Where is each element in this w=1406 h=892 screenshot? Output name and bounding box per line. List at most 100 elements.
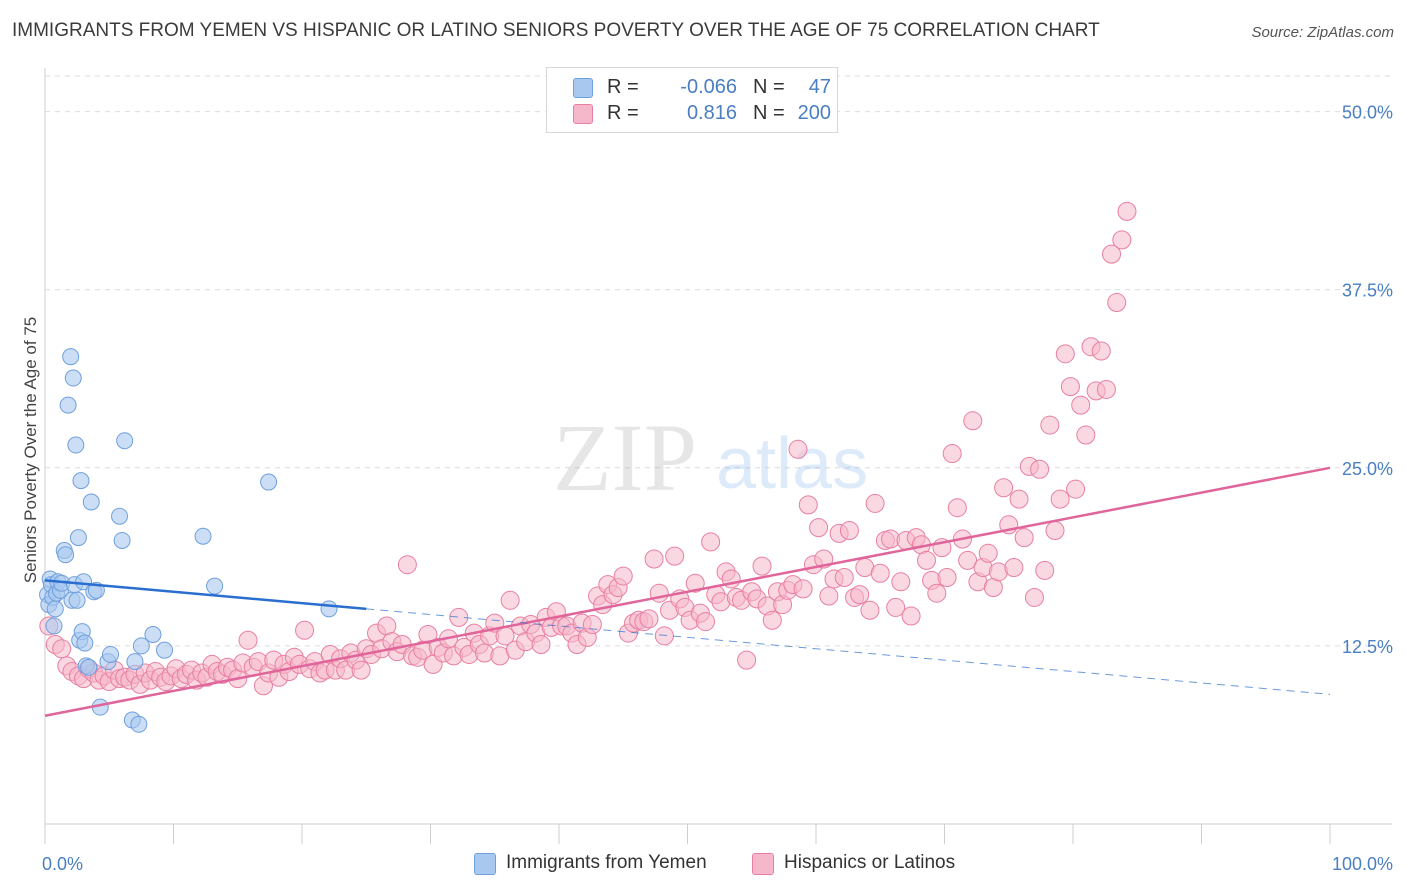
data-point-yemen bbox=[45, 617, 63, 635]
data-point-hispanic bbox=[1096, 379, 1116, 399]
data-point-yemen bbox=[194, 527, 212, 545]
data-point-hispanic bbox=[500, 590, 520, 610]
data-point-hispanic bbox=[238, 630, 258, 650]
data-point-hispanic bbox=[958, 550, 978, 570]
correlation-legend: R = -0.066 N = 47 R = 0.816 N = 200 bbox=[546, 67, 838, 133]
data-point-hispanic bbox=[1009, 489, 1029, 509]
data-point-hispanic bbox=[947, 498, 967, 518]
data-point-yemen bbox=[57, 546, 75, 564]
data-point-hispanic bbox=[865, 493, 885, 513]
y-tick-label: 50.0% bbox=[1342, 103, 1393, 123]
trend-line-yemen bbox=[44, 579, 367, 611]
x-tick-label: 0.0% bbox=[42, 854, 83, 874]
trend-line-yemen-extension bbox=[366, 608, 1331, 695]
data-point-hispanic bbox=[798, 495, 818, 515]
legend-n-label: N = bbox=[753, 76, 785, 98]
y-tick-label: 37.5% bbox=[1342, 281, 1393, 301]
data-point-hispanic bbox=[1004, 558, 1024, 578]
data-point-hispanic bbox=[860, 600, 880, 620]
data-point-hispanic bbox=[886, 597, 906, 617]
data-point-hispanic bbox=[809, 518, 829, 538]
data-point-hispanic bbox=[418, 625, 438, 645]
data-point-hispanic bbox=[963, 411, 983, 431]
data-point-hispanic bbox=[819, 586, 839, 606]
x-tick-label: 100.0% bbox=[1332, 854, 1393, 874]
data-point-hispanic bbox=[1102, 244, 1122, 264]
data-point-hispanic bbox=[901, 606, 921, 626]
legend-n-value: 200 bbox=[797, 102, 831, 124]
data-point-hispanic bbox=[1030, 459, 1050, 479]
data-point-hispanic bbox=[1050, 489, 1070, 509]
data-point-yemen bbox=[59, 396, 77, 414]
data-point-yemen bbox=[111, 507, 129, 525]
y-tick-label: 12.5% bbox=[1342, 637, 1393, 657]
data-point-hispanic bbox=[1024, 587, 1044, 607]
data-point-yemen bbox=[260, 473, 278, 491]
data-point-yemen bbox=[76, 634, 94, 652]
data-point-hispanic bbox=[701, 532, 721, 552]
legend-r-value: -0.066 bbox=[680, 76, 737, 98]
data-point-yemen bbox=[102, 645, 120, 663]
data-point-hispanic bbox=[978, 543, 998, 563]
trend-lines bbox=[44, 466, 1331, 717]
data-point-hispanic bbox=[917, 550, 937, 570]
data-point-hispanic bbox=[891, 572, 911, 592]
data-point-yemen bbox=[68, 591, 86, 609]
data-point-hispanic bbox=[737, 650, 757, 670]
data-point-yemen bbox=[82, 493, 100, 511]
data-point-hispanic bbox=[52, 639, 72, 659]
data-point-yemen bbox=[132, 637, 150, 655]
data-point-hispanic bbox=[685, 573, 705, 593]
data-point-hispanic bbox=[665, 546, 685, 566]
legend-n-label: N = bbox=[753, 102, 785, 124]
data-point-hispanic bbox=[1117, 201, 1137, 221]
legend-r-label: R = bbox=[607, 76, 639, 98]
data-point-hispanic bbox=[1060, 377, 1080, 397]
data-point-hispanic bbox=[788, 439, 808, 459]
data-point-hispanic bbox=[1014, 528, 1034, 548]
data-point-hispanic bbox=[942, 444, 962, 464]
data-point-hispanic bbox=[839, 520, 859, 540]
legend-r-label: R = bbox=[607, 102, 639, 124]
tick-labels: 12.5% 25.0% 37.5% 50.0% 0.0% 100.0% bbox=[42, 103, 1393, 874]
watermark: ZIP atlas bbox=[553, 404, 868, 511]
data-point-hispanic bbox=[937, 568, 957, 588]
data-point-hispanic bbox=[295, 620, 315, 640]
data-point-yemen bbox=[130, 715, 148, 733]
data-point-yemen bbox=[144, 626, 162, 644]
data-point-yemen bbox=[72, 472, 90, 490]
data-point-hispanic bbox=[397, 555, 417, 575]
data-point-hispanic bbox=[1040, 415, 1060, 435]
grid-lines bbox=[45, 75, 1392, 647]
data-point-hispanic bbox=[1091, 341, 1111, 361]
data-point-yemen bbox=[64, 369, 82, 387]
data-point-hispanic bbox=[582, 615, 602, 635]
watermark-zip: ZIP bbox=[553, 404, 697, 511]
data-point-yemen bbox=[67, 436, 85, 454]
data-point-hispanic bbox=[613, 566, 633, 586]
data-point-hispanic bbox=[639, 609, 659, 629]
axes bbox=[44, 68, 1392, 844]
data-point-hispanic bbox=[1076, 425, 1096, 445]
data-point-hispanic bbox=[870, 563, 890, 583]
data-point-yemen bbox=[126, 653, 144, 671]
legend-swatch-yemen bbox=[573, 78, 593, 98]
data-point-yemen bbox=[75, 573, 93, 591]
data-point-yemen bbox=[116, 432, 134, 450]
data-point-hispanic bbox=[351, 660, 371, 680]
data-point-yemen bbox=[80, 658, 98, 676]
legend-swatch-hispanic bbox=[573, 104, 593, 124]
data-point-hispanic bbox=[762, 610, 782, 630]
data-point-yemen bbox=[46, 600, 64, 618]
data-point-yemen bbox=[113, 531, 131, 549]
data-point-hispanic bbox=[1066, 479, 1086, 499]
watermark-atlas: atlas bbox=[716, 424, 868, 504]
data-point-hispanic bbox=[793, 579, 813, 599]
data-point-yemen bbox=[62, 348, 80, 366]
legend-swatch-hispanic bbox=[752, 853, 774, 875]
data-point-hispanic bbox=[927, 583, 947, 603]
source-label: Source: ZipAtlas.com bbox=[1251, 24, 1394, 41]
data-point-hispanic bbox=[994, 478, 1014, 498]
data-point-hispanic bbox=[695, 612, 715, 632]
